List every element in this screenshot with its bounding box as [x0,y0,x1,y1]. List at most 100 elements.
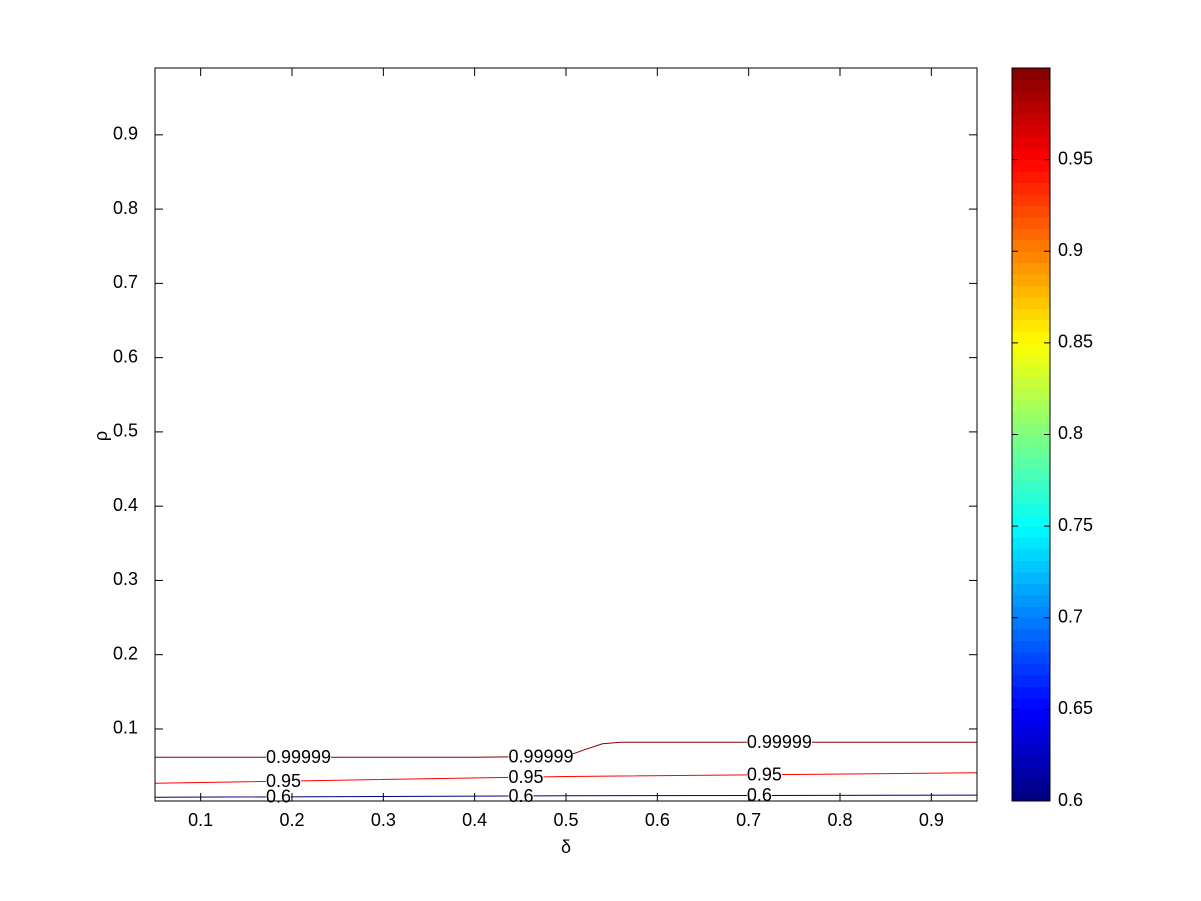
contour-label-background [508,793,534,800]
colorbar-band [1012,537,1050,550]
x-tick-label: 0.4 [462,810,487,830]
colorbar-band [1012,205,1050,218]
colorbar-band [1012,159,1050,172]
colorbar-band [1012,308,1050,321]
colorbar-band [1012,262,1050,275]
colorbar-band [1012,319,1050,332]
colorbar-band [1012,503,1050,516]
contour-line [155,741,977,758]
x-tick-label: 0.5 [553,810,578,830]
colorbar-band [1012,102,1050,115]
colorbar-band [1012,571,1050,584]
colorbar-band [1012,79,1050,92]
colorbar-band [1012,583,1050,596]
colorbar-band [1012,445,1050,458]
colorbar-band [1012,400,1050,413]
colorbar-band [1012,388,1050,401]
x-tick-label: 0.2 [279,810,304,830]
colorbar-tick-label: 0.95 [1058,148,1093,168]
colorbar-band [1012,675,1050,687]
colorbar-band [1012,125,1050,138]
contour-label: 0.6 [266,787,291,807]
x-tick-label: 0.6 [645,810,670,830]
colorbar-band [1012,778,1050,791]
contour-label-background [265,793,292,800]
colorbar-band [1012,342,1050,355]
colorbar-band [1012,526,1050,539]
colorbar-tick-label: 0.75 [1058,515,1093,535]
contour-label-background [508,774,544,781]
x-tick-label: 0.3 [371,810,396,830]
colorbar-band [1012,411,1050,424]
colorbar-band [1012,755,1050,768]
contour-label-background [746,792,772,799]
colorbar-band [1012,789,1050,802]
colorbar-band [1012,480,1050,493]
colorbar-tick-label: 0.7 [1058,606,1083,626]
x-axis-label: δ [561,837,571,857]
contour-label-background [265,778,302,785]
colorbar-band [1012,606,1050,619]
y-tick-label: 0.6 [113,346,138,366]
colorbar-tick-label: 0.8 [1058,423,1083,443]
plot-area [155,68,977,801]
colorbar-band [1012,182,1050,195]
y-tick-label: 0.4 [113,495,138,515]
contour-label: 0.99999 [747,732,812,752]
colorbar-band [1012,354,1050,367]
colorbar-band [1012,629,1050,642]
colorbar-band [1012,148,1050,161]
colorbar-band [1012,251,1050,264]
colorbar-band [1012,228,1050,241]
y-tick-label: 0.5 [113,421,138,441]
y-tick-label: 0.2 [113,643,138,663]
colorbar-band [1012,732,1050,745]
colorbar-band [1012,274,1050,287]
contour-label: 0.95 [266,771,301,791]
colorbar-band [1012,709,1050,722]
colorbar-tick-label: 0.65 [1058,698,1093,718]
contour-label: 0.6 [508,786,533,806]
contour-label: 0.99999 [266,747,331,767]
colorbar-band [1012,423,1050,435]
colorbar-band [1012,68,1050,80]
colorbar-tick-label: 0.85 [1058,332,1093,352]
y-tick-label: 0.8 [113,198,138,218]
colorbar-band [1012,468,1050,481]
colorbar-band [1012,113,1050,126]
colorbar-band [1012,297,1050,310]
colorbar-band [1012,697,1050,710]
colorbar-band [1012,663,1050,676]
x-tick-label: 0.8 [827,810,852,830]
colorbar-band [1012,434,1050,447]
colorbar-band [1012,377,1050,390]
colorbar-band [1012,720,1050,733]
colorbar-band [1012,652,1050,665]
colorbar-band [1012,365,1050,378]
colorbar-band [1012,239,1050,252]
y-tick-label: 0.1 [113,718,138,738]
contour-label: 0.99999 [508,747,573,767]
colorbar-tick-label: 0.9 [1058,240,1083,260]
colorbar-band [1012,491,1050,504]
y-tick-label: 0.9 [113,124,138,144]
colorbar-band [1012,285,1050,298]
colorbar-band [1012,193,1050,206]
x-tick-label: 0.9 [919,810,944,830]
colorbar-band [1012,743,1050,756]
contour-label-background [746,739,812,746]
colorbar-band [1012,171,1050,184]
colorbar-band [1012,216,1050,229]
colorbar-band [1012,766,1050,779]
contour-label-background [508,753,574,760]
x-tick-label: 0.7 [736,810,761,830]
x-tick-label: 0.1 [188,810,213,830]
colorbar-band [1012,514,1050,527]
contour-label-background [265,754,332,761]
contour-label: 0.95 [747,765,782,785]
colorbar-band [1012,90,1050,103]
colorbar-band [1012,594,1050,607]
contour-label: 0.95 [508,767,543,787]
colorbar-band [1012,457,1050,470]
